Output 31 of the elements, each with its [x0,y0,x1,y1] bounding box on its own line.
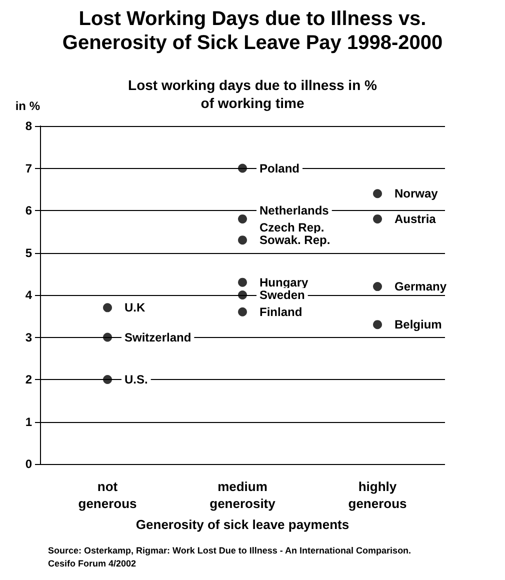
chart-subtitle: Lost working days due to illness in % of working time [128,77,378,111]
y-tick-label: 2 [25,372,32,386]
annotation: Switzerland [124,330,192,344]
y-tick-label: 4 [25,288,32,302]
annotation: Sowak. Rep. [260,233,330,248]
annotation: Norway [394,186,438,201]
annotation: Finland [260,304,302,319]
x-tick-label: medium generosity [210,479,276,511]
y-axis-title: in % [15,99,40,113]
x-tick-label: highly generous [348,479,407,511]
y-tick-label: 0 [25,457,32,471]
annotation: Hungary [260,275,308,290]
source-note: Source: Osterkamp, Rigmar: Work Lost Due to Illness - An International Comparison. Cesifo Forum 4/2002 [48,546,412,568]
y-tick-label: 5 [25,246,32,260]
annotation: Germany [394,280,447,294]
y-tick-label: 1 [25,414,32,429]
annotation: Poland [260,161,300,176]
annotation: Netherlands [260,203,330,218]
annotation: Sweden [260,288,305,302]
annotation: Austria [394,212,436,226]
annotation: U.S. [124,372,148,386]
chart-title: Lost Working Days due to Illness vs. Generosity of Sick Leave Pay 1998-2000 [62,8,443,54]
x-axis-title: Generosity of sick leave payments [136,517,350,532]
y-tick-label: 3 [25,330,32,344]
x-tick-label: not generous [78,479,137,511]
annotation: Czech Rep. [260,220,324,234]
annotation: Belgium [394,318,442,332]
y-tick-label: 8 [25,119,32,133]
y-tick-label: 7 [25,161,32,176]
annotation: U.K [124,300,146,315]
y-tick-label: 6 [25,204,32,218]
